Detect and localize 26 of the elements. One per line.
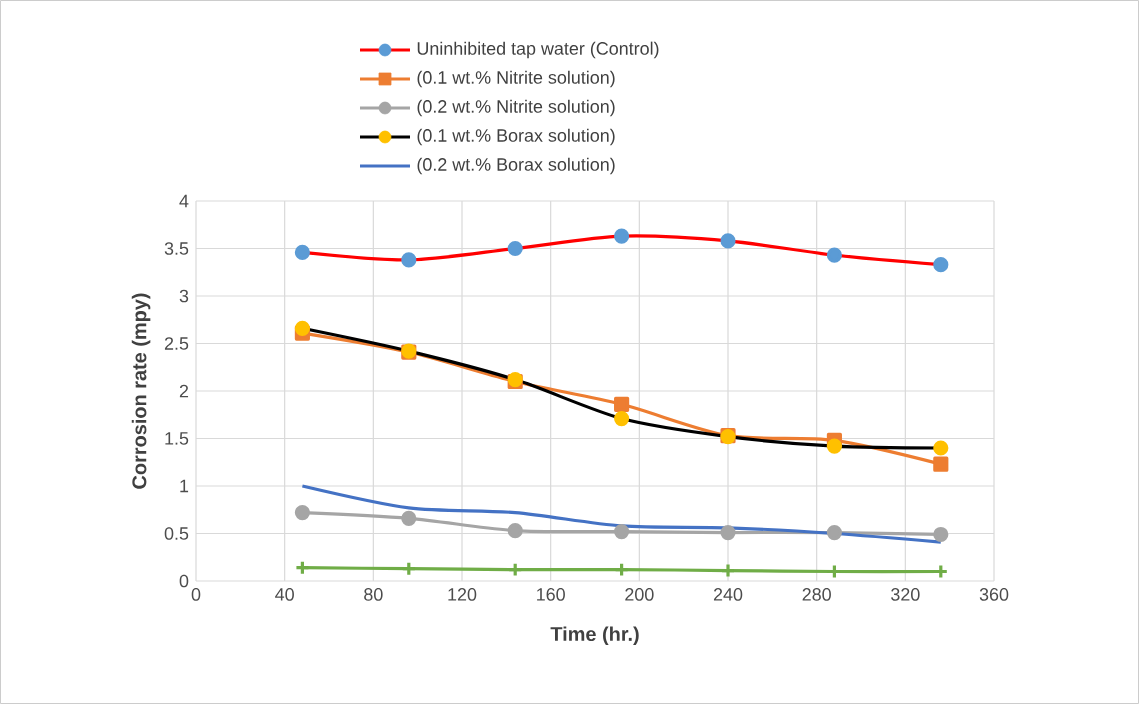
- legend-label: (0.1 wt.% Nitrite solution): [417, 70, 615, 88]
- x-tick-label: 280: [802, 588, 831, 601]
- legend-label: (0.1 wt.% Borax solution): [417, 128, 615, 146]
- x-tick-label: 160: [537, 588, 565, 601]
- x-tick-label: 0: [191, 588, 201, 601]
- y-tick-label: 1: [180, 479, 189, 493]
- x-tick-label: 40: [275, 588, 294, 601]
- y-tick-label: 0: [179, 574, 189, 588]
- x-tick-label: 320: [891, 588, 920, 601]
- y-tick-label: 3.5: [164, 242, 189, 255]
- x-tick-label: 360: [979, 588, 1009, 601]
- x-axis-title: Time (hr.): [550, 626, 639, 645]
- y-tick-label: 2.5: [164, 337, 189, 350]
- y-tick-label: 3: [179, 289, 189, 303]
- y-axis-title: Corrosion rate (mpy): [131, 293, 151, 489]
- x-tick-label: 240: [713, 588, 743, 601]
- x-tick-label: 120: [448, 588, 477, 601]
- y-tick-label: 1.5: [165, 432, 189, 445]
- y-tick-label: 2: [179, 384, 189, 398]
- y-tick-label: 4: [179, 194, 189, 208]
- y-tick-label: 0.5: [164, 527, 189, 540]
- legend-label: (0.2 wt.% Borax solution): [417, 157, 615, 175]
- x-tick-label: 200: [625, 588, 654, 601]
- legend-label: Uninhibited tap water (Control): [417, 41, 659, 59]
- legend-label: (0.2 wt.% Nitrite solution): [417, 99, 615, 117]
- x-tick-label: 80: [364, 588, 383, 601]
